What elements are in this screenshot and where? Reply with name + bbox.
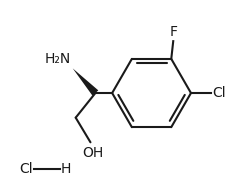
- Text: OH: OH: [82, 146, 103, 160]
- Text: H₂N: H₂N: [44, 52, 71, 66]
- Text: F: F: [169, 25, 177, 39]
- Polygon shape: [73, 68, 98, 96]
- Text: Cl: Cl: [20, 162, 33, 176]
- Text: Cl: Cl: [213, 86, 226, 100]
- Text: H: H: [61, 162, 71, 176]
